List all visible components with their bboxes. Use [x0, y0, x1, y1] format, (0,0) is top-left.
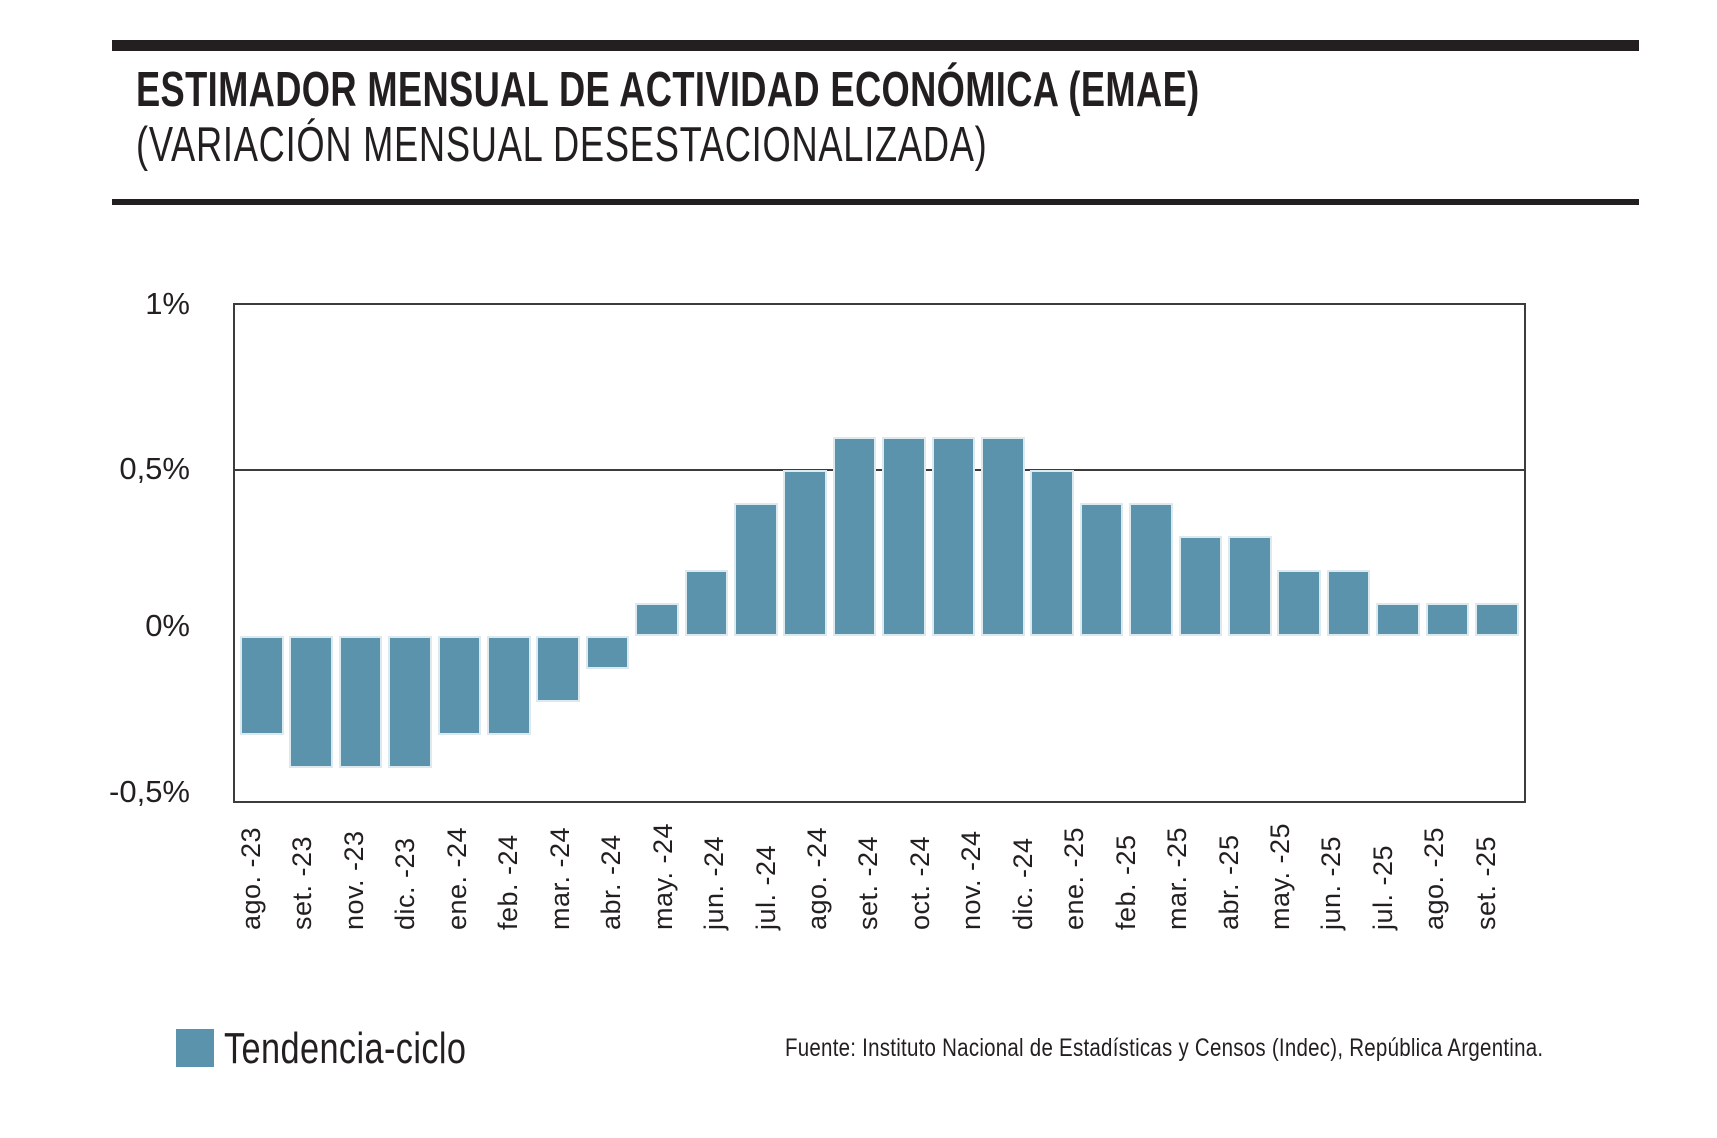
header-divider [112, 199, 1639, 205]
x-tick-label-24: ago. -25 [1419, 826, 1450, 930]
plot-area [233, 303, 1526, 803]
x-tick-label-9: may. -24 [647, 822, 678, 930]
x-tick-label-25: set. -25 [1470, 835, 1501, 930]
x-tick-label-4: dic. -23 [390, 837, 421, 930]
x-tick-label-21: may. -25 [1265, 822, 1295, 930]
y-tick-label-1pct: 1% [145, 286, 190, 321]
x-tick-label-23: jul. -25 [1367, 844, 1398, 930]
bar-22 [1277, 569, 1321, 636]
x-tick-label-7: mar. -24 [544, 826, 575, 930]
y-tick-label-neg0-5pct: -0,5% [109, 774, 190, 809]
bar-3 [338, 635, 383, 768]
y-tick-label-0pct: 0% [145, 608, 190, 643]
x-tick-label-16: dic. -24 [1007, 837, 1038, 930]
bar-17 [1030, 470, 1074, 636]
bar-5 [437, 635, 482, 735]
x-tick-label-22: jun. -25 [1316, 835, 1347, 930]
bar-2 [289, 635, 333, 768]
bar-8 [585, 635, 630, 669]
x-tick-label-5: ene. -24 [441, 826, 472, 930]
bar-12 [783, 470, 827, 636]
x-tick-label-12: ago. -24 [801, 826, 832, 930]
bar-9 [635, 602, 679, 636]
legend-label: Tendencia-ciclo [224, 1024, 467, 1073]
x-tick-label-6: feb. -24 [493, 834, 524, 930]
legend-swatch [176, 1029, 214, 1067]
x-tick-label-2: set. -23 [287, 835, 318, 930]
x-tick-label-10: jun. -24 [699, 835, 730, 930]
x-tick-label-15: nov. -24 [956, 830, 987, 930]
gridline-0-5pct [235, 469, 1524, 472]
x-tick-label-17: ene. -25 [1059, 826, 1090, 930]
bar-18 [1079, 503, 1124, 636]
bar-14 [882, 437, 926, 636]
x-tick-label-8: abr. -24 [596, 834, 627, 930]
bar-7 [536, 635, 580, 702]
bar-21 [1228, 536, 1272, 636]
y-tick-label-0-5pct: 0,5% [119, 451, 190, 486]
x-tick-label-19: mar. -25 [1162, 826, 1193, 930]
source-note: Fuente: Instituto Nacional de Estadístic… [785, 1034, 1544, 1062]
bar-20 [1178, 536, 1223, 636]
bar-24 [1376, 602, 1420, 636]
bar-15 [931, 437, 976, 636]
bar-26 [1475, 602, 1519, 636]
bar-13 [832, 437, 877, 636]
bar-6 [487, 635, 531, 735]
x-tick-label-14: oct. -24 [904, 835, 935, 930]
bar-4 [388, 635, 432, 768]
bar-11 [734, 503, 778, 636]
bar-25 [1425, 602, 1470, 636]
x-tick-label-20: abr. -25 [1213, 834, 1244, 930]
bar-16 [981, 437, 1025, 636]
x-tick-label-11: jul. -24 [750, 844, 781, 930]
page-subtitle: (VARIACIÓN MENSUAL DESESTACIONALIZADA) [136, 118, 988, 172]
x-tick-label-1: ago. -23 [236, 826, 266, 930]
bar-1 [240, 635, 284, 735]
bar-19 [1129, 503, 1173, 636]
x-tick-label-3: nov. -23 [338, 830, 369, 930]
bar-10 [684, 569, 729, 636]
x-tick-label-18: feb. -25 [1110, 834, 1141, 930]
bar-23 [1326, 569, 1371, 636]
top-rule [112, 40, 1639, 51]
x-tick-label-13: set. -24 [853, 835, 884, 930]
page-title: ESTIMADOR MENSUAL DE ACTIVIDAD ECONÓMICA… [136, 63, 1200, 117]
